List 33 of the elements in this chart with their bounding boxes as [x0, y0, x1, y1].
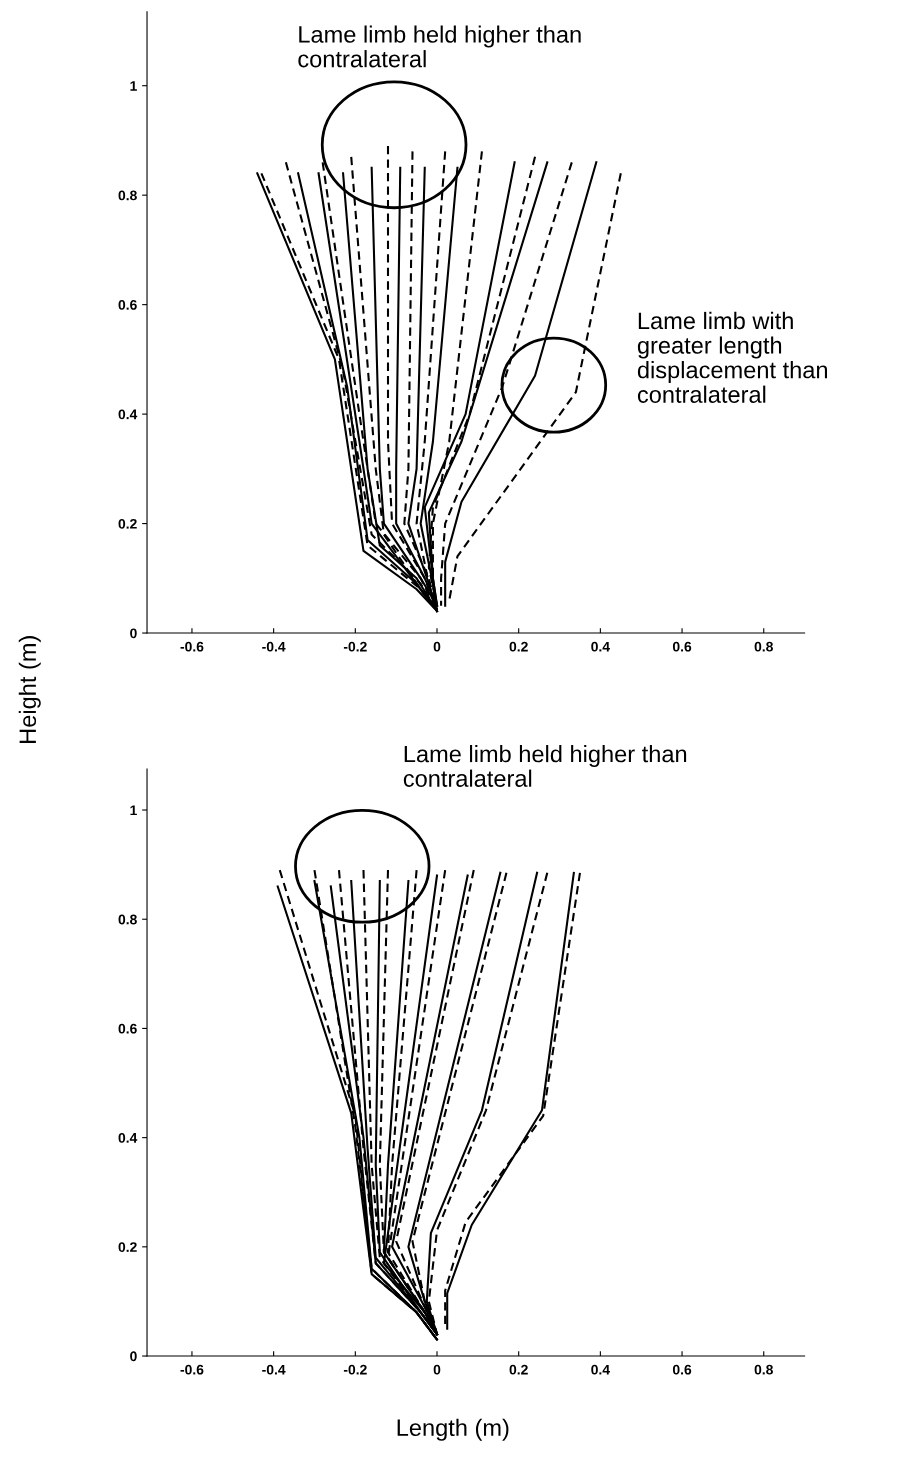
x-tick-label: 0.6 — [672, 641, 692, 652]
y-tick-label: 0.4 — [118, 409, 138, 420]
y-tick-label: 0.2 — [118, 518, 137, 529]
y-tick-label: 0.8 — [118, 914, 137, 925]
x-tick-label: 0 — [433, 641, 441, 652]
x-tick-label: -0.6 — [180, 641, 204, 652]
annotation: Lame limb held higher than contralateral — [403, 745, 687, 787]
y-tick-label: 1 — [130, 81, 137, 91]
y-tick-label: 1 — [130, 805, 137, 816]
annotation: Lame limb held higher than contralateral — [298, 25, 581, 68]
x-tick-label: 0.4 — [591, 641, 610, 652]
x-tick-label: -0.2 — [343, 641, 367, 652]
x-tick-label: 0.6 — [672, 1364, 692, 1375]
x-tick-label: -0.2 — [343, 1364, 367, 1375]
x-tick-label: 0.2 — [509, 1364, 528, 1375]
y-tick-label: 0.6 — [118, 1023, 137, 1034]
y-tick-label: 0.8 — [118, 190, 137, 201]
annotation: Lame limb with greater length displacement than contralateral — [637, 311, 828, 403]
x-tick-label: -0.4 — [262, 641, 286, 652]
y-tick-label: 0.2 — [118, 1242, 137, 1252]
y-tick-label: 0 — [130, 628, 137, 639]
x-tick-label: 0 — [433, 1364, 441, 1375]
x-tick-label: -0.4 — [262, 1364, 286, 1375]
x-tick-label: 0.4 — [591, 1364, 610, 1375]
y-axis-title: Height (m) — [18, 636, 41, 743]
x-tick-label: -0.6 — [180, 1364, 204, 1375]
y-tick-label: 0.4 — [118, 1132, 138, 1143]
y-tick-label: 0 — [130, 1351, 137, 1362]
x-axis-title: Length (m) — [397, 1418, 509, 1441]
x-tick-label: 0.2 — [509, 641, 528, 652]
y-tick-label: 0.6 — [118, 299, 137, 310]
x-tick-label: 0.8 — [754, 641, 773, 652]
x-tick-label: 0.8 — [754, 1364, 773, 1375]
